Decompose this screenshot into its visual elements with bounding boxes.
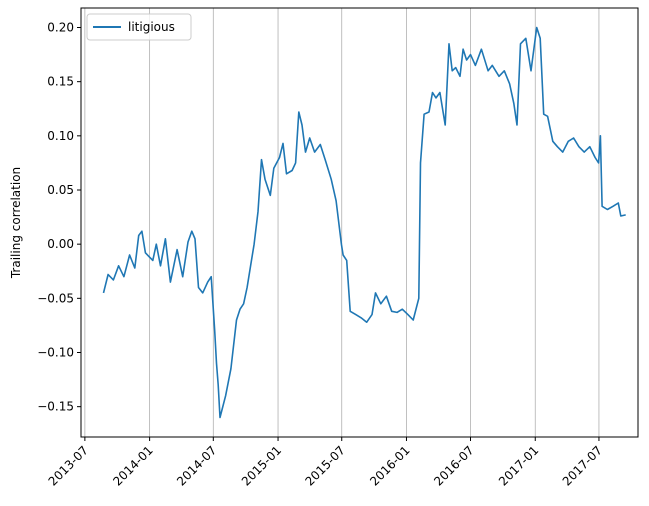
- x-tick-label-8: 2017-07: [560, 443, 605, 488]
- x-tick-label-7: 2017-01: [496, 443, 541, 488]
- x-tick-label-4: 2015-07: [302, 443, 347, 488]
- grid-lines: [84, 8, 600, 437]
- y-tick-label-1: −0.10: [37, 346, 74, 360]
- x-tick-label-2: 2014-07: [174, 443, 219, 488]
- y-tick-label-2: −0.05: [37, 291, 74, 305]
- y-tick-label-3: 0.00: [47, 237, 74, 251]
- y-axis-label: Trailing correlation: [9, 167, 23, 279]
- x-axis: 2013-07 2014-01 2014-07 2015-01 2015-07 2016-…: [46, 437, 605, 489]
- y-tick-label-7: 0.20: [47, 21, 74, 35]
- x-tick-label-6: 2016-07: [431, 443, 476, 488]
- y-tick-label-4: 0.05: [47, 183, 74, 197]
- series-layer: [102, 26, 626, 419]
- legend-label: litigious: [128, 20, 175, 34]
- x-tick-label-5: 2016-01: [367, 443, 412, 488]
- y-tick-label-5: 0.10: [47, 129, 74, 143]
- legend: litigious: [86, 13, 192, 41]
- x-tick-label-1: 2014-01: [110, 443, 155, 488]
- legend-box: [86, 13, 192, 41]
- plot-frame: [80, 7, 639, 438]
- y-axis: −0.15 −0.10 −0.05 0.00 0.05 0.10 0.15 0.20: [37, 21, 81, 414]
- series-line-0: [102, 26, 626, 419]
- x-tick-label-3: 2015-01: [239, 443, 284, 488]
- x-tick-label-0: 2013-07: [46, 443, 91, 488]
- y-tick-label-6: 0.15: [47, 75, 74, 89]
- y-tick-label-0: −0.15: [37, 400, 74, 414]
